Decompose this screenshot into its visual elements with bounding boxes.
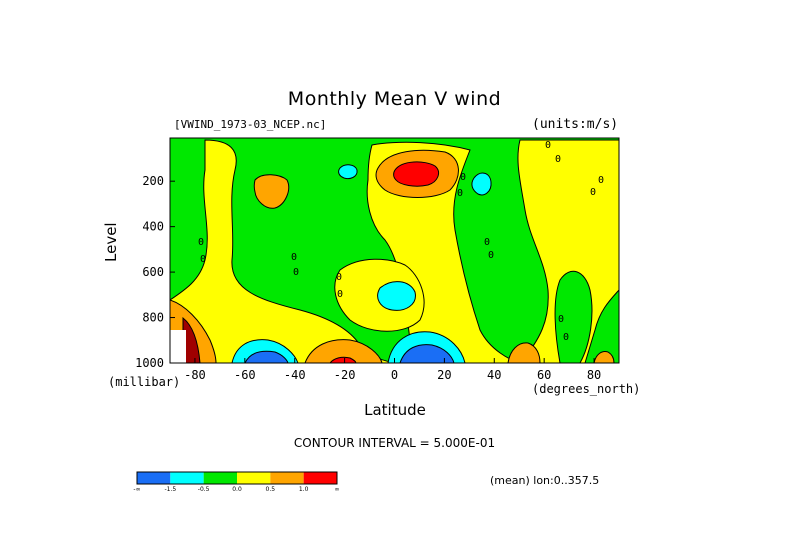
contour-label: 0 [558, 314, 564, 325]
colorbar-label: 0.0 [232, 486, 242, 493]
x-tick-label: 0 [391, 368, 398, 382]
contour-label: 0 [484, 237, 490, 248]
contour-label: 0 [198, 237, 204, 248]
colorbar-label: 1.0 [299, 486, 309, 493]
contour-label: 0 [291, 252, 297, 263]
contour-label: 0 [337, 289, 343, 300]
colorbar-label: -0.5 [198, 486, 210, 493]
mean-longitude-label: (mean) lon:0..357.5 [490, 474, 600, 487]
x-tick-label: -60 [234, 368, 256, 382]
units-label: (units:m/s) [532, 117, 619, 132]
x-tick-label: 80 [587, 368, 601, 382]
x-tick-label: -20 [334, 368, 356, 382]
contour-label: 0 [555, 154, 561, 165]
contour-field [170, 138, 619, 363]
contour-label: 0 [293, 267, 299, 278]
y-tick-label: 400 [142, 220, 164, 234]
x-tick-label: 20 [437, 368, 451, 382]
x-axis-units: (degrees_north) [532, 382, 641, 396]
x-tick-label: -40 [284, 368, 306, 382]
y-tick-label: 1000 [135, 356, 164, 370]
y-axis-units: (millibar) [108, 375, 181, 389]
chart-title: Monthly Mean V wind [287, 88, 502, 110]
field-orange-south-subtropic [253, 174, 290, 209]
colorbar-swatch [203, 472, 237, 484]
field-orange-north-surface [507, 342, 541, 363]
field-cyan-midlevel [377, 281, 416, 311]
colorbar-label: ∞ [335, 486, 340, 493]
field-blue-south-surface [244, 350, 289, 363]
contour-label: 0 [590, 187, 596, 198]
colorbar-label: 0.5 [266, 486, 276, 493]
field-cyan-upper-1 [338, 164, 358, 180]
contour-label: 0 [488, 250, 494, 261]
y-tick-label: 600 [142, 265, 164, 279]
axis-ticks: -80 -60 -40 -20 0 20 40 60 80 200 400 600 800 1000 [135, 174, 601, 382]
field-green-north-island [554, 270, 593, 363]
contour-label: 0 [598, 175, 604, 186]
contour-label: 0 [545, 140, 551, 151]
field-red-south-polar [182, 316, 201, 363]
colorbar-frame [136, 471, 338, 485]
colorbar: -∞ -1.5 -0.5 0.0 0.5 1.0 ∞ [133, 471, 340, 493]
contour-label: 0 [200, 254, 206, 265]
colorbar-swatch [237, 472, 271, 484]
contour-label: 0 [460, 172, 466, 183]
field-red-subtropic-surface [329, 356, 357, 363]
colorbar-label: -∞ [133, 486, 140, 493]
contour-labels: 0 0 0 0 0 0 0 0 0 0 0 0 0 0 0 0 [198, 140, 604, 343]
colorbar-swatch [303, 472, 337, 484]
contour-label: 0 [457, 188, 463, 199]
y-tick-label: 200 [142, 174, 164, 188]
x-tick-label: 40 [487, 368, 501, 382]
colorbar-swatch [270, 472, 304, 484]
colorbar-swatch [137, 472, 171, 484]
x-tick-label: -80 [184, 368, 206, 382]
field-cyan-upper-2 [471, 172, 492, 196]
contour-label: 0 [336, 272, 342, 283]
y-tick-label: 800 [142, 311, 164, 325]
field-red-upper-tropics [393, 161, 439, 187]
field-yellow-north-band [517, 139, 619, 363]
terrain-mask [170, 330, 186, 363]
contour-label: 0 [563, 332, 569, 343]
x-axis-label: Latitude [364, 401, 426, 419]
field-yellow-south-band [170, 139, 396, 363]
field-orange-polar-surface [593, 351, 615, 363]
field-blue-equator-surface [399, 344, 455, 363]
x-tick-label: 60 [537, 368, 551, 382]
colorbar-label: -1.5 [164, 486, 176, 493]
contour-interval: CONTOUR INTERVAL = 5.000E-01 [293, 436, 496, 450]
dataset-label: [VWIND_1973-03_NCEP.nc] [174, 118, 327, 131]
field-orange-subtropic-surface [304, 339, 383, 363]
colorbar-swatch [170, 472, 204, 484]
